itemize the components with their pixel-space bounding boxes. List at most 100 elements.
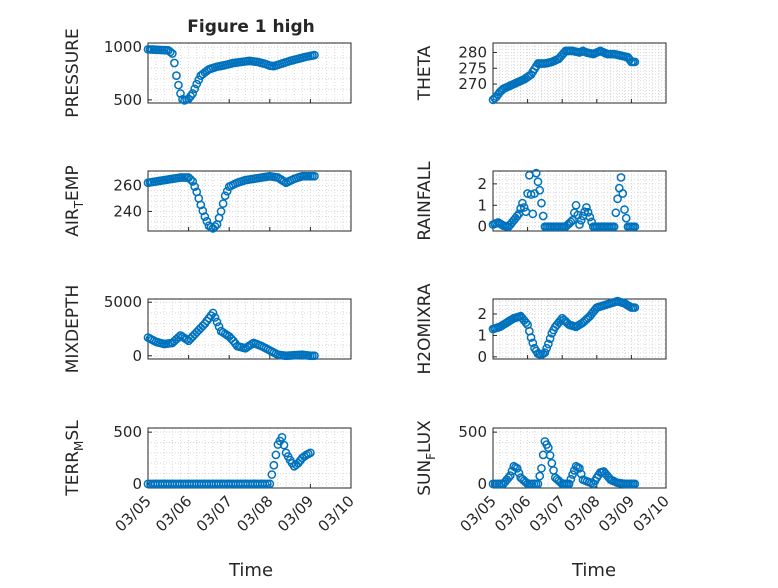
data-point — [576, 469, 586, 479]
data-point — [537, 463, 546, 473]
y-tick-label: 0 — [477, 348, 487, 366]
y-tick-label: 5000 — [104, 293, 142, 311]
data-series — [143, 308, 319, 361]
data-point — [528, 209, 538, 219]
data-point — [188, 89, 198, 98]
y-tick-label: 500 — [113, 91, 142, 109]
y-tick-label: 280 — [458, 43, 487, 61]
data-point — [186, 175, 195, 184]
data-point — [200, 212, 210, 222]
y-tick-label: 500 — [458, 423, 487, 441]
subplot-air-temp: 240 260 AIRTEMP — [63, 165, 352, 237]
y-tick-label: 240 — [113, 202, 142, 220]
data-series — [488, 46, 640, 105]
y-axis-label: MIXDEPTH — [63, 285, 83, 374]
data-point — [611, 208, 621, 218]
data-point — [621, 213, 631, 223]
x-axis-label-right: Time — [571, 560, 616, 581]
data-point — [265, 479, 275, 489]
data-point — [174, 80, 183, 90]
data-point — [202, 216, 212, 226]
data-point — [310, 171, 319, 181]
subplot-pressure: 500 1000 PRESSURE — [63, 28, 352, 118]
data-point — [535, 185, 545, 195]
data-series — [488, 437, 640, 489]
x-tick-label: 03/07 — [526, 492, 569, 535]
data-point — [616, 173, 626, 182]
data-point — [210, 222, 220, 231]
y-tick-label: 1000 — [104, 38, 142, 56]
y-axis-label: PRESSURE — [63, 28, 83, 117]
y-axis-label: TERRMSL — [63, 420, 86, 497]
data-series — [143, 171, 319, 233]
y-tick-label: 2 — [477, 175, 487, 193]
axes-frame — [492, 42, 667, 104]
data-point — [542, 343, 551, 353]
x-tick-label: 03/09 — [274, 492, 317, 535]
data-point — [267, 470, 277, 479]
data-point — [630, 222, 640, 232]
axes-frame — [147, 42, 352, 104]
data-series — [143, 44, 319, 105]
y-axis-label: RAINFALL — [415, 161, 435, 241]
minor-grid — [492, 428, 667, 488]
data-point — [521, 318, 531, 327]
data-point — [609, 222, 619, 232]
data-point — [222, 186, 232, 196]
y-tick-label: 260 — [113, 176, 142, 194]
y-tick-label: 0 — [132, 475, 142, 493]
data-point — [526, 333, 536, 342]
data-series — [143, 432, 315, 489]
data-point — [580, 207, 590, 217]
axes-frame — [492, 170, 667, 232]
data-series — [488, 168, 640, 232]
data-point — [505, 471, 515, 480]
minor-grid — [147, 43, 352, 103]
data-point — [194, 75, 204, 85]
data-point — [531, 168, 541, 178]
data-point — [277, 432, 287, 442]
data-point — [544, 339, 553, 349]
y-tick-label: 1 — [477, 326, 487, 344]
y-tick-label: 2 — [477, 305, 487, 323]
data-point — [533, 177, 543, 187]
x-tick-label: 03/06 — [491, 492, 534, 535]
data-point — [585, 212, 595, 222]
axes-frame — [492, 427, 667, 489]
data-point — [192, 79, 202, 89]
x-tick-label: 03/07 — [193, 492, 236, 535]
data-point — [630, 479, 640, 489]
x-tick-label: 03/05 — [457, 492, 500, 535]
x-tick-label: 03/10 — [630, 492, 673, 535]
data-point — [613, 194, 622, 204]
data-point — [566, 474, 576, 484]
data-point — [519, 203, 529, 212]
data-point — [172, 71, 181, 80]
data-point — [271, 450, 281, 460]
subplot-rainfall: 0 1 2 RAINFALL — [415, 161, 667, 241]
data-point — [170, 58, 179, 68]
x-tick-label: 03/08 — [560, 492, 603, 535]
data-point — [208, 308, 218, 318]
data-point — [269, 460, 279, 470]
data-point — [630, 57, 640, 67]
subplot-mixdepth: 0 5000 MIXDEPTH — [63, 285, 352, 374]
data-point — [528, 338, 538, 348]
data-point — [533, 479, 543, 489]
data-point — [620, 205, 629, 214]
subplot-h2omixra: 0 1 2 H2OMIXRA — [415, 283, 667, 375]
axes-frame — [147, 170, 352, 232]
data-point — [512, 463, 522, 473]
y-tick-label: 1 — [477, 196, 487, 214]
data-point — [279, 440, 289, 450]
axes-frame — [147, 298, 352, 360]
y-tick-label: 0 — [477, 218, 487, 236]
data-point — [575, 220, 584, 229]
y-tick-label: 270 — [458, 75, 487, 93]
x-tick-label: 03/06 — [152, 492, 195, 535]
data-point — [576, 215, 586, 225]
data-point — [518, 198, 527, 208]
data-point — [545, 451, 555, 460]
